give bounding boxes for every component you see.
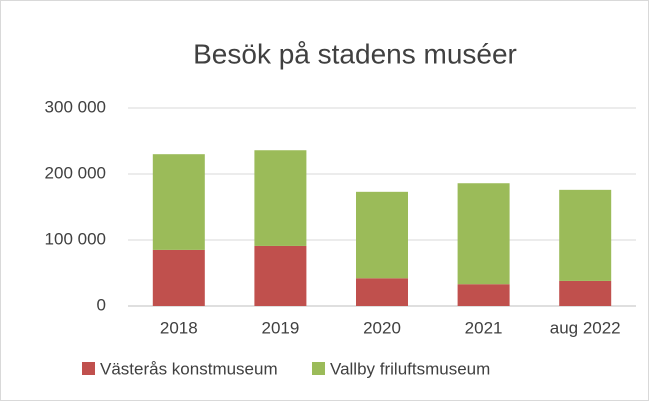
bar-segment [356,278,408,306]
bar-segment [559,189,612,281]
x-tick-label: 2019 [261,318,299,337]
legend-label: Vallby friluftsmuseum [330,359,490,378]
bar-segment [152,154,205,250]
y-tick-label: 300 000 [45,97,106,116]
y-tick-label: 100 000 [45,229,106,248]
bar-segment [254,150,307,246]
legend-label: Västerås konstmuseum [100,359,278,378]
bar-segment [457,183,510,285]
bar-segment [254,245,307,306]
bar-segment [559,280,612,306]
x-tick-label: 2020 [363,318,401,337]
legend-swatch [312,362,325,375]
chart-title: Besök på stadens muséer [193,38,517,69]
x-tick-label: 2018 [160,318,198,337]
bar-segment [152,249,205,306]
y-tick-label: 0 [97,295,106,314]
x-tick-label: aug 2022 [550,318,621,337]
bar-segment [356,191,408,279]
y-tick-label: 200 000 [45,163,106,182]
legend-swatch [82,362,95,375]
bar-segment [457,284,510,306]
x-tick-label: 2021 [465,318,503,337]
